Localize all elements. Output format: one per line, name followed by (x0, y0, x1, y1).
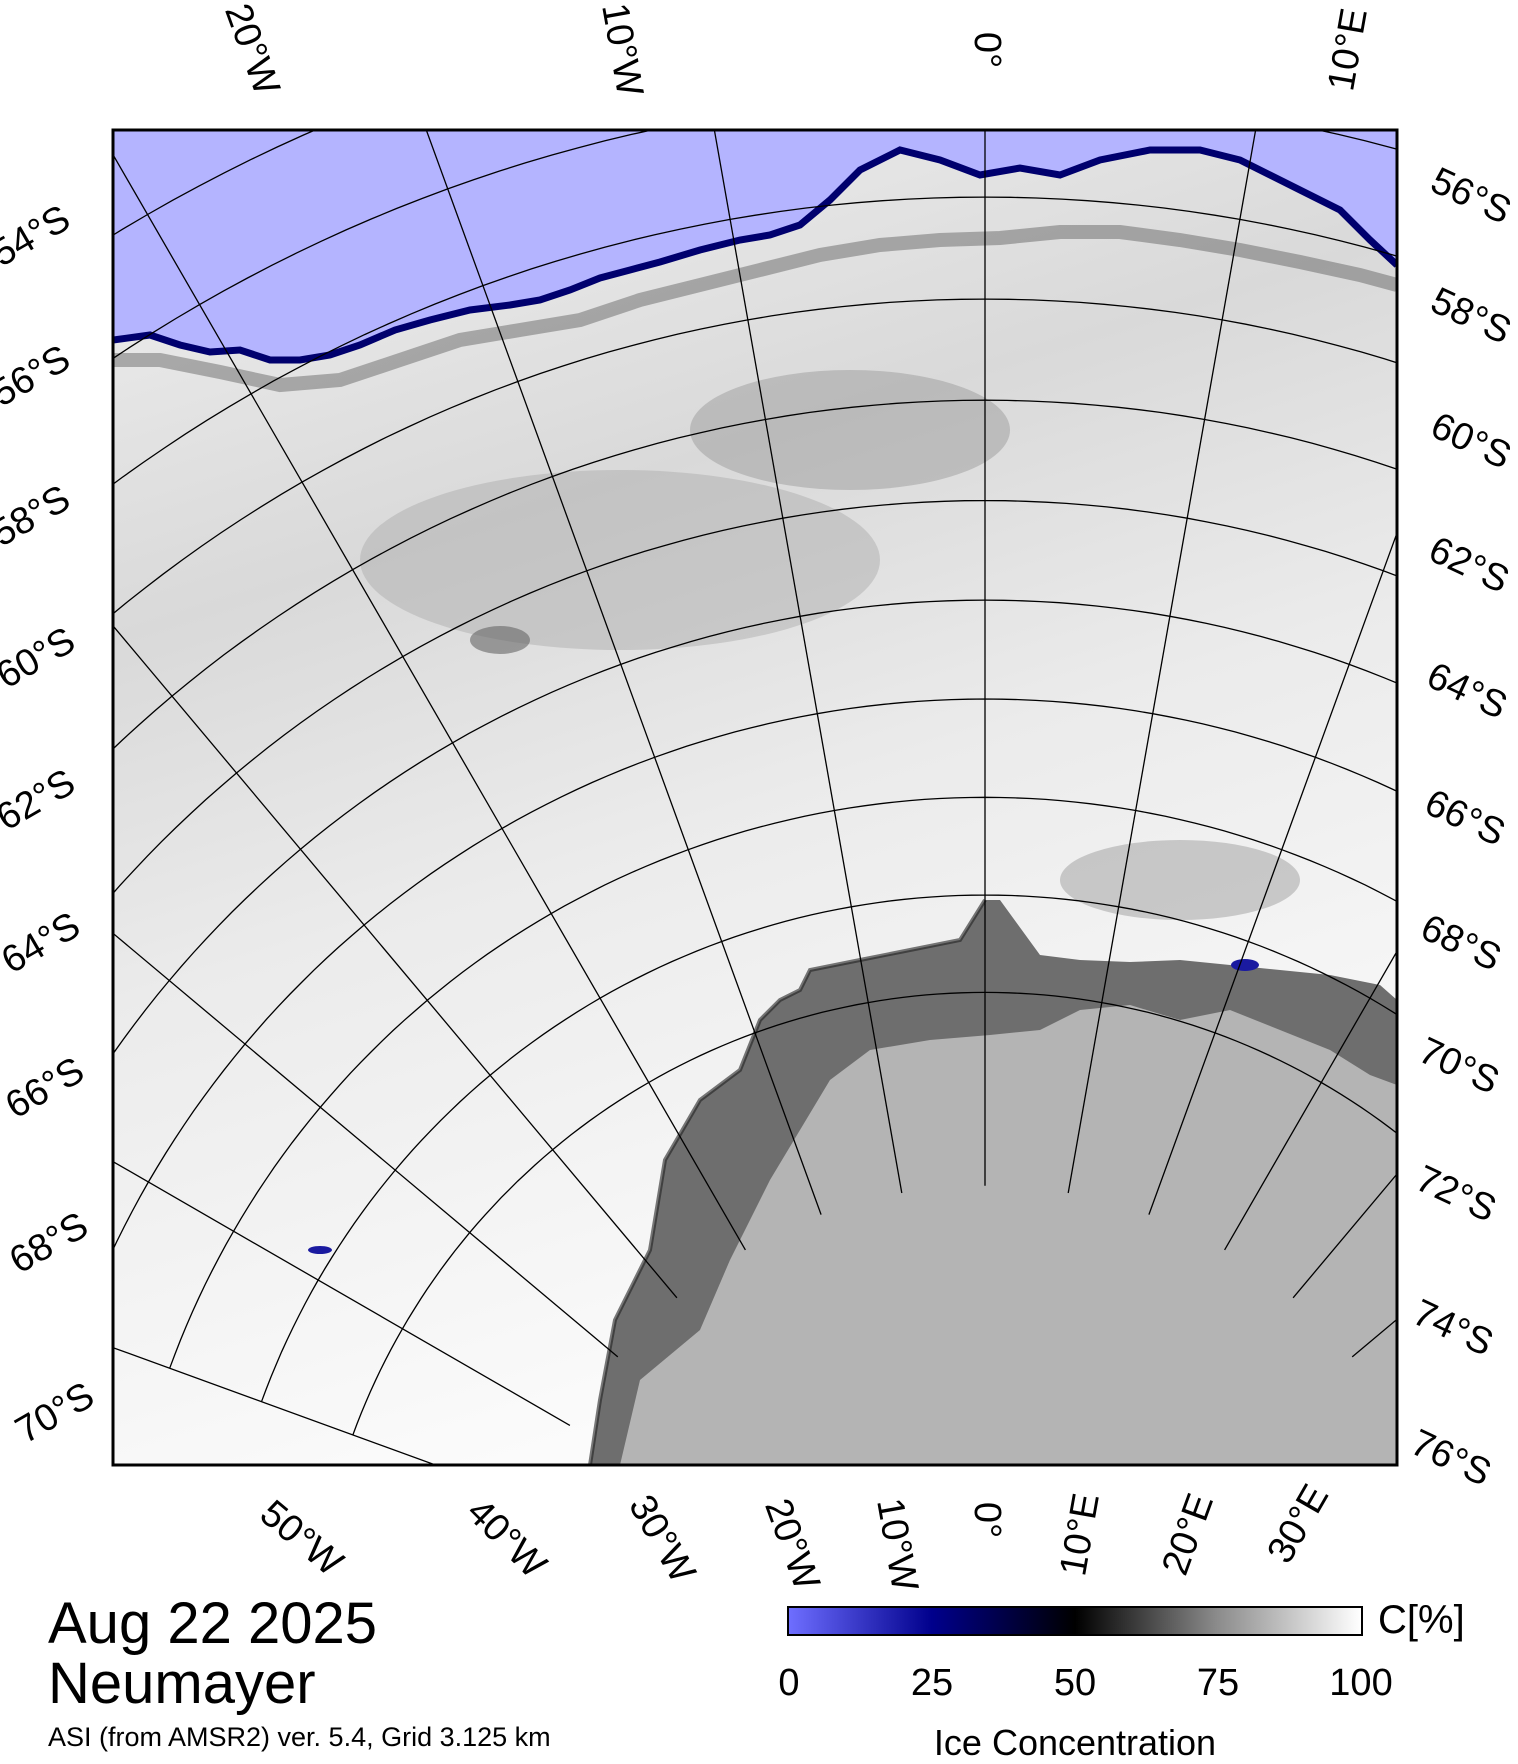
bottom-longitude-label: 20°W (756, 1493, 827, 1595)
bottom-longitude-label: 30°E (1259, 1478, 1337, 1571)
right-latitude-label: 72°S (1409, 1158, 1502, 1231)
right-latitude-label: 64°S (1420, 655, 1513, 728)
open-water-spot (1231, 959, 1259, 971)
right-latitude-label: 74°S (1406, 1292, 1499, 1365)
right-latitude-label: 58°S (1424, 280, 1517, 353)
low-concentration-patch (1060, 840, 1300, 920)
low-concentration-patch (360, 470, 880, 650)
top-longitude-label: 0° (966, 32, 1008, 68)
right-latitude-label: 70°S (1412, 1030, 1505, 1103)
colorbar-tick: 50 (1054, 1662, 1096, 1705)
open-water-spot (308, 1246, 332, 1254)
left-latitude-label: 64°S (0, 904, 87, 982)
top-longitude-label: 10°E (1320, 5, 1376, 94)
product-description: ASI (from AMSR2) ver. 5.4, Grid 3.125 km (48, 1722, 551, 1753)
left-latitude-label: 54°S (0, 197, 77, 275)
top-longitude-label: 10°W (593, 0, 651, 99)
bottom-longitude-label: 20°E (1154, 1488, 1222, 1580)
colorbar-tick: 25 (911, 1662, 953, 1705)
bottom-longitude-label: 10°E (1052, 1490, 1108, 1579)
top-longitude-label: 20°W (216, 0, 287, 100)
bottom-longitude-label: 50°W (252, 1492, 351, 1584)
low-concentration-patch (690, 370, 1010, 490)
bottom-longitude-label: 10°W (868, 1495, 926, 1594)
left-latitude-label: 56°S (0, 337, 77, 415)
bottom-longitude-label: 0° (966, 1502, 1008, 1538)
colorbar-unit: C[%] (1378, 1598, 1465, 1643)
colorbar-tick: 0 (778, 1662, 799, 1705)
left-latitude-label: 70°S (9, 1374, 102, 1452)
right-latitude-label: 76°S (1404, 1422, 1497, 1495)
left-latitude-label: 68°S (3, 1204, 96, 1282)
colorbar-tick: 100 (1329, 1662, 1392, 1705)
map-date: Aug 22 2025 (48, 1595, 377, 1653)
bottom-longitude-label: 40°W (459, 1491, 555, 1587)
low-concentration-patch (470, 626, 530, 654)
station-name: Neumayer (48, 1655, 316, 1713)
right-latitude-label: 56°S (1424, 160, 1517, 233)
colorbar-tick: 75 (1197, 1662, 1239, 1705)
bottom-longitude-label: 30°W (620, 1488, 703, 1590)
right-latitude-label: 68°S (1414, 907, 1507, 980)
left-latitude-label: 58°S (0, 477, 77, 555)
right-latitude-label: 66°S (1418, 782, 1511, 855)
left-latitude-label: 60°S (0, 619, 82, 697)
left-latitude-label: 62°S (0, 761, 82, 839)
colorbar (787, 1606, 1363, 1636)
right-latitude-label: 62°S (1422, 529, 1515, 602)
right-latitude-label: 60°S (1424, 405, 1517, 478)
left-latitude-label: 66°S (0, 1049, 91, 1127)
